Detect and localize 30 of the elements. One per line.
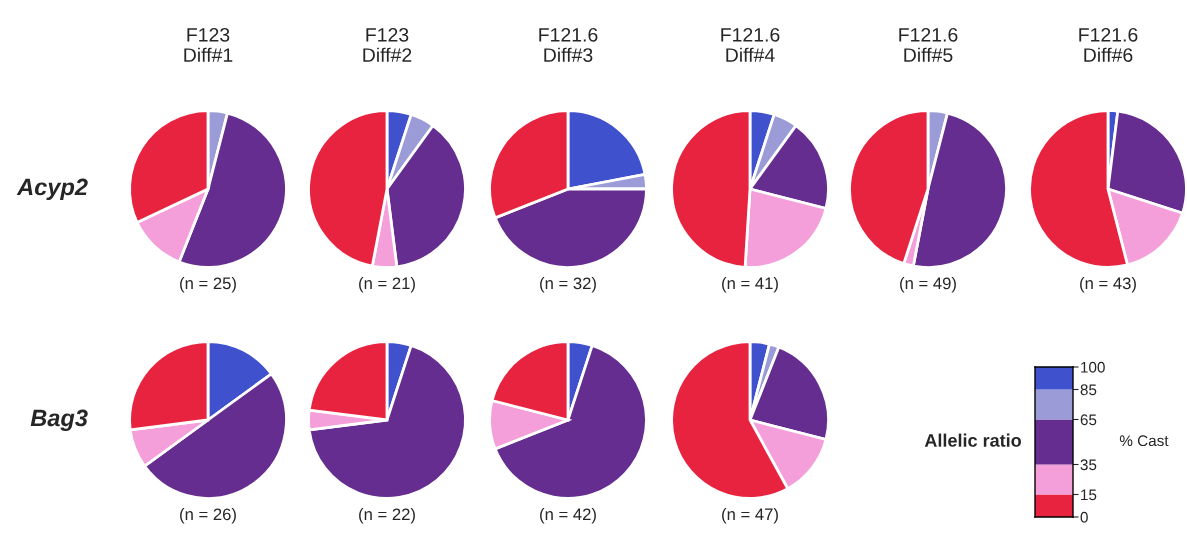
text: (n = 32) bbox=[540, 277, 596, 293]
text: (n = 49) bbox=[900, 277, 956, 293]
pie-slice bbox=[307, 344, 467, 500]
bar bbox=[1035, 464, 1073, 495]
chart-title: F121.6 Diff#3 bbox=[539, 27, 598, 62]
text: Acyp2 bbox=[16, 178, 88, 200]
text: (n = 47) bbox=[722, 508, 778, 524]
y-tick-label: 100 bbox=[1081, 361, 1105, 373]
text: Bag3 bbox=[30, 409, 88, 431]
text: (n = 25) bbox=[180, 277, 236, 293]
y-tick-label: 65 bbox=[1080, 414, 1097, 426]
text: (n = 22) bbox=[359, 508, 415, 524]
chart-title: F121.6 Diff#4 bbox=[721, 27, 780, 62]
text: (n = 26) bbox=[180, 508, 236, 524]
y-tick-label: 85 bbox=[1080, 384, 1097, 396]
bar bbox=[1035, 419, 1073, 465]
y-axis-title: % Cast bbox=[1119, 435, 1169, 447]
text: (n = 43) bbox=[1080, 277, 1136, 293]
text: Allelic ratio bbox=[924, 433, 1021, 447]
y-tick-label: 0 bbox=[1080, 511, 1088, 523]
chart-title: F121.6 Diff#6 bbox=[1079, 27, 1138, 62]
text: (n = 21) bbox=[359, 277, 415, 293]
text: (n = 42) bbox=[540, 508, 596, 524]
y-tick-label: 15 bbox=[1081, 489, 1097, 501]
y-tick-label: 35 bbox=[1080, 459, 1097, 471]
chart-title: F123 Diff#1 bbox=[184, 27, 233, 62]
chart-title: F121.6 Diff#5 bbox=[899, 27, 958, 62]
bar bbox=[1035, 389, 1073, 420]
text: (n = 41) bbox=[722, 277, 778, 293]
chart-title: F123 Diff#2 bbox=[363, 27, 412, 62]
